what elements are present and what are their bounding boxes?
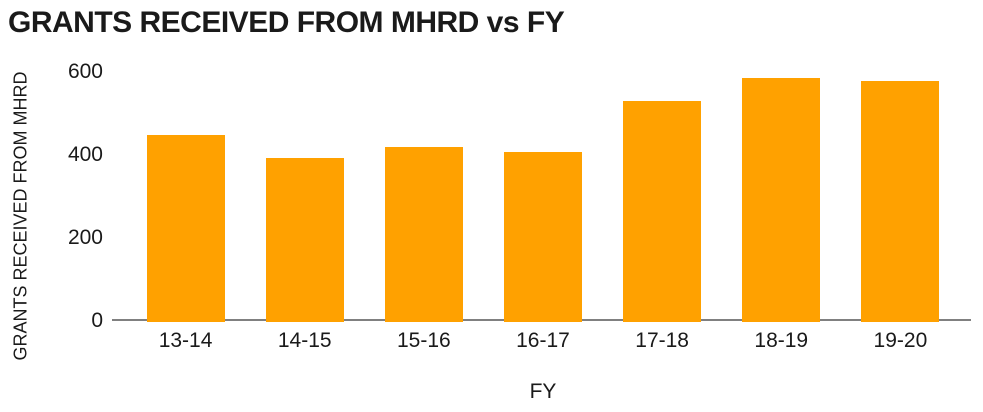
x-tick-label-19-20: 19-20 — [873, 329, 928, 352]
y-tick-label-600: 600 — [67, 59, 103, 83]
x-tick-label-13-14: 13-14 — [158, 329, 213, 352]
y-tick-label-0: 0 — [91, 308, 103, 332]
y-tick-label-200: 200 — [67, 225, 103, 249]
plot-area — [126, 0, 960, 322]
x-axis-label: FY — [529, 380, 557, 403]
bar-15-16 — [384, 146, 463, 322]
x-tick-label-14-15: 14-15 — [277, 329, 332, 352]
bar-17-18 — [623, 101, 702, 322]
x-tick-label-17-18: 17-18 — [635, 329, 689, 352]
bar-19-20 — [861, 80, 940, 322]
x-tick-label-18-19: 18-19 — [754, 329, 809, 352]
bar-14-15 — [265, 158, 344, 322]
bar-18-19 — [742, 78, 821, 322]
bar-13-14 — [146, 135, 225, 322]
chart-title: GRANTS RECEIVED FROM MHRD vs FY — [8, 6, 565, 39]
y-tick-label-400: 400 — [67, 142, 103, 166]
bar-16-17 — [504, 151, 582, 322]
x-tick-label-15-16: 15-16 — [396, 329, 451, 352]
x-tick-label-16-17: 16-17 — [516, 329, 570, 352]
x-axis-ticks: 13-14 14-15 15-16 16-17 17-18 18-19 19-20 — [126, 329, 960, 355]
